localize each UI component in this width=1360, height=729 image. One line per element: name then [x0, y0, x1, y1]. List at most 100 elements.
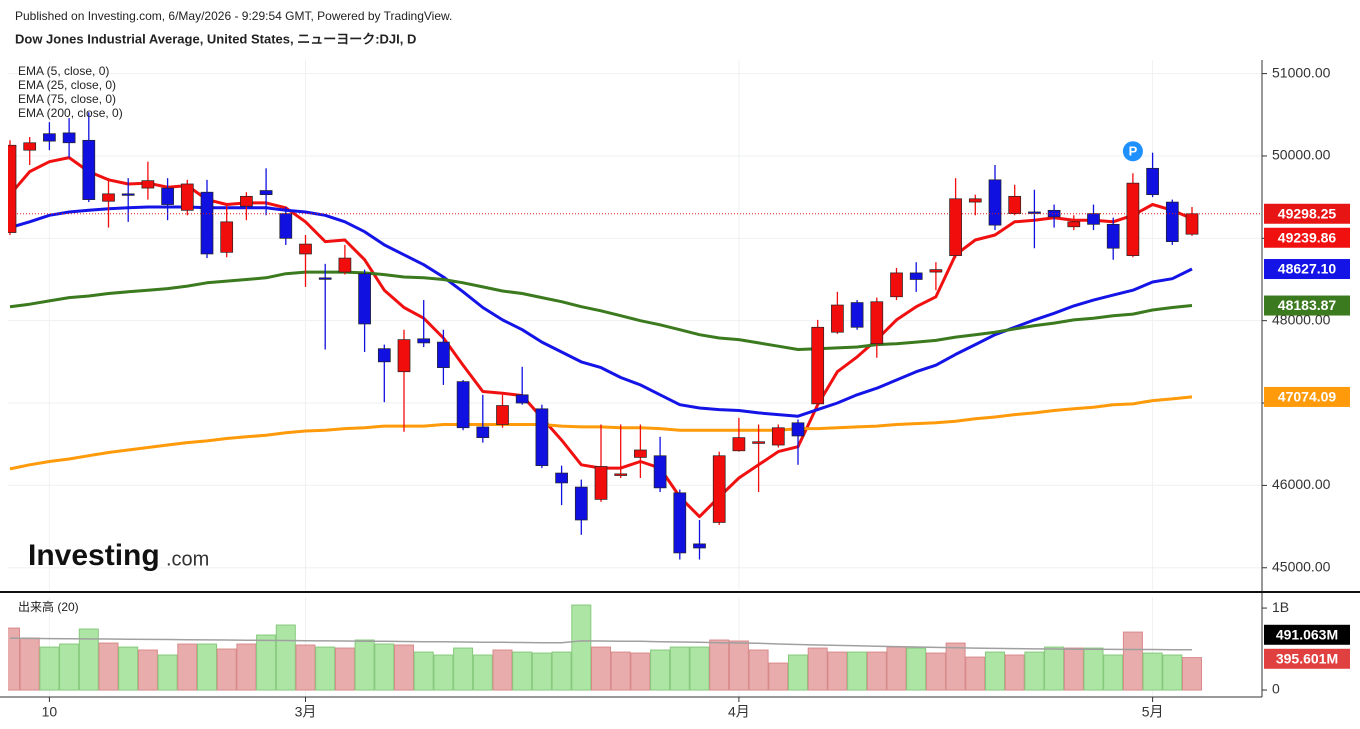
y-tick-label: 0	[1272, 681, 1280, 697]
price-badge	[1264, 203, 1350, 224]
logo: Investing	[28, 539, 160, 572]
volume-bar	[118, 646, 139, 691]
volume-bar	[394, 644, 414, 691]
candle-body	[850, 302, 864, 328]
legend-entry: EMA (5, close, 0)	[18, 64, 109, 78]
candle-body	[141, 180, 155, 189]
x-tick-label: 10	[42, 704, 58, 720]
legend-entry: EMA (75, close, 0)	[18, 92, 116, 106]
ema-line	[9, 270, 1193, 351]
y-tick-label: 45000.00	[1272, 558, 1331, 574]
x-tick-label: 4月	[728, 704, 750, 720]
volume-bar	[374, 643, 395, 691]
volume-bar	[827, 651, 848, 691]
candle-body	[949, 198, 962, 256]
candle-body	[1087, 213, 1100, 225]
volume-bar	[59, 643, 80, 691]
candle-body	[121, 193, 135, 196]
volume-bar	[768, 662, 789, 691]
candle-body	[988, 179, 1002, 226]
volume-bar	[1142, 652, 1163, 691]
volume-bar	[39, 646, 60, 691]
price-badge-label: 49298.25	[1278, 205, 1337, 221]
candle-body	[890, 272, 903, 298]
candle-body	[831, 304, 844, 333]
volume-bar	[985, 651, 1005, 691]
volume-bar	[610, 651, 631, 691]
volume-bar	[137, 649, 158, 691]
volume-bar	[728, 640, 749, 691]
volume-bar	[669, 646, 690, 691]
candle-body	[712, 455, 726, 523]
volume-bar	[1122, 631, 1143, 691]
price-badge	[1264, 227, 1350, 248]
candle-body	[653, 455, 667, 489]
volume-bar	[551, 651, 572, 691]
volume-bar	[216, 648, 237, 691]
chart-title: Dow Jones Industrial Average, United Sta…	[15, 31, 416, 46]
volume-bar	[334, 647, 355, 691]
y-tick-label: 46000.00	[1272, 476, 1331, 492]
volume-bar	[98, 642, 119, 691]
volume-bar	[78, 628, 99, 691]
candle-body	[791, 422, 805, 437]
candle-body	[1047, 209, 1061, 218]
volume-bar	[906, 647, 927, 691]
candle-body	[43, 133, 56, 142]
candle-body	[377, 348, 391, 363]
x-tick-label: 5月	[1142, 704, 1164, 720]
candle-body	[397, 339, 411, 373]
volume-bar	[1004, 654, 1025, 691]
volume-bar	[177, 643, 198, 691]
candle-body	[771, 427, 785, 446]
volume-bar	[8, 627, 20, 691]
candle-body	[1126, 182, 1140, 256]
publisher: Published on Investing.com, 6/May/2026 -…	[15, 9, 452, 23]
volume-bar	[847, 651, 868, 691]
volume-bar	[965, 656, 986, 691]
price-badge	[1264, 624, 1350, 645]
candle-body	[279, 213, 293, 239]
candle-body	[299, 243, 312, 255]
volume-bar	[354, 639, 375, 691]
price-badge	[1264, 648, 1350, 669]
candle-body	[180, 183, 194, 211]
volume-bar	[433, 654, 454, 691]
volume-bar	[413, 651, 434, 691]
volume-bar	[256, 634, 277, 691]
volume-bar	[197, 643, 217, 691]
volume-bar	[1162, 654, 1183, 691]
price-badge-label: 48183.87	[1278, 297, 1337, 313]
candle-body	[437, 341, 450, 368]
candle-body	[1165, 201, 1179, 242]
candle-body	[752, 441, 765, 444]
volume-bar	[748, 649, 769, 691]
volume-bar	[19, 637, 40, 691]
x-tick-label: 3月	[295, 704, 317, 720]
price-badge	[1264, 259, 1350, 280]
candle-body	[161, 187, 174, 205]
candle-body	[811, 326, 825, 405]
volume-ma-line	[9, 637, 1193, 651]
volume-bar	[453, 647, 474, 691]
candle-body	[456, 381, 470, 429]
price-badge-label: 491.063M	[1276, 626, 1338, 642]
volume-bar	[591, 646, 611, 691]
candle-body	[515, 394, 529, 404]
candle-body	[1028, 211, 1041, 214]
volume-bar	[1063, 647, 1084, 691]
price-badge	[1264, 386, 1350, 407]
volume-bar	[1044, 646, 1065, 691]
price-badge-label: 47074.09	[1278, 389, 1337, 405]
candle-body	[220, 221, 234, 253]
candle-body	[535, 408, 549, 466]
volume-bar	[807, 647, 828, 691]
candle-body	[1146, 167, 1159, 196]
volume-bar	[492, 649, 513, 691]
volume-bar	[1182, 657, 1202, 691]
legend-entry: EMA (25, close, 0)	[18, 78, 116, 92]
candle-body	[240, 195, 253, 207]
volume-bar	[689, 646, 710, 691]
candle-body	[476, 426, 490, 438]
